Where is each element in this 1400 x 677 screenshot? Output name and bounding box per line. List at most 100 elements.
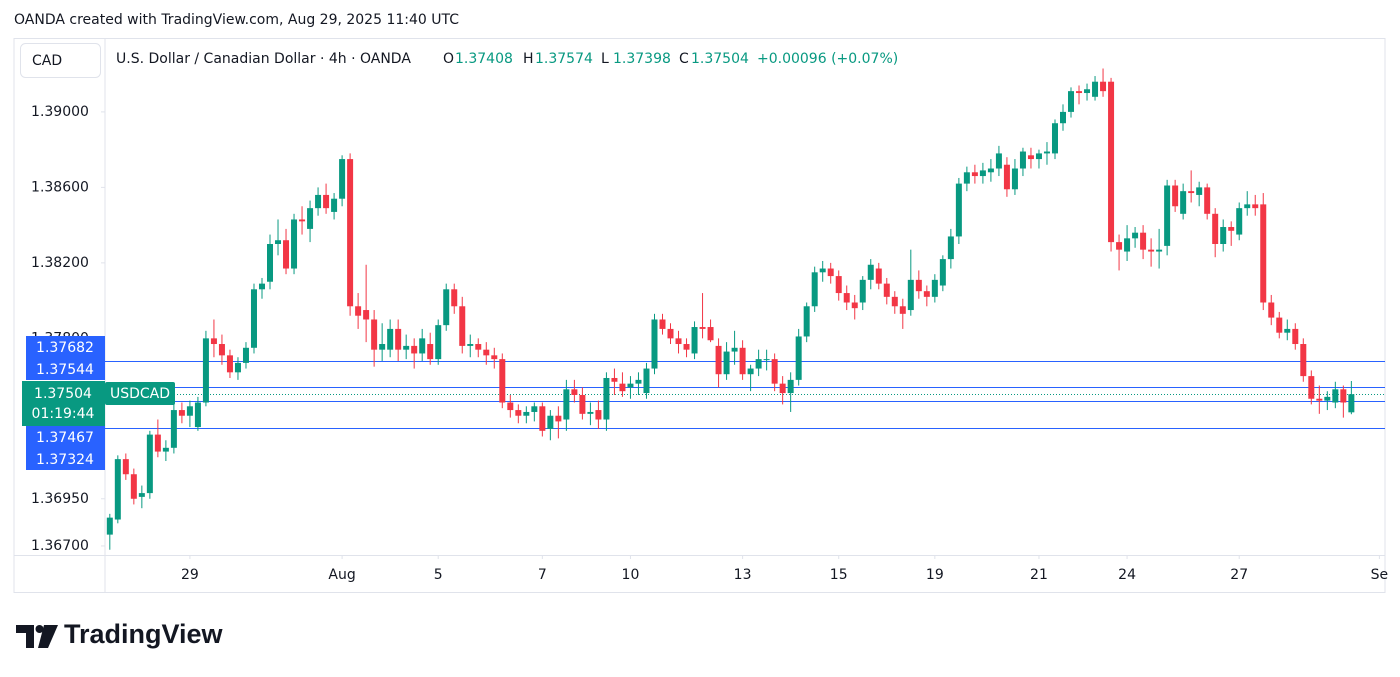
candle-body (1027, 155, 1034, 160)
candle-body (1116, 242, 1123, 250)
candle-body (226, 355, 233, 373)
candle-body (419, 338, 426, 354)
candle-body (1316, 398, 1323, 401)
countdown: 01:19:44 (32, 406, 95, 422)
x-tick-label: 13 (734, 567, 752, 583)
ohlc-value: 1.37398 (613, 51, 671, 67)
price-label: 1.37467 (36, 430, 94, 446)
candle-body (275, 240, 282, 244)
candle-body (707, 327, 714, 341)
candle-body (739, 347, 746, 375)
axes: 1.367001.369501.378001.382001.386001.390… (31, 104, 1388, 583)
candle-body (451, 289, 458, 307)
candle-body (579, 394, 586, 414)
candle-body (947, 236, 954, 260)
logo-shape (38, 625, 58, 648)
candle-body (899, 306, 906, 314)
candle-body (531, 406, 538, 412)
candle-body (771, 359, 778, 384)
candle-body (1124, 238, 1131, 252)
candle-body (499, 359, 506, 403)
candle-body (1084, 89, 1091, 94)
candle-body (411, 345, 418, 354)
chart-frame (13, 38, 1386, 593)
ohlc-value: 1.37504 (691, 51, 749, 67)
price-labels: 1.37682 1.37544 1.37467 1.37324 1.37504 01:19… (22, 336, 175, 470)
candle-body (1019, 151, 1026, 169)
candle-body (811, 272, 818, 307)
candle-body (170, 410, 177, 448)
candle-body (1172, 185, 1179, 207)
candle-body (387, 328, 394, 350)
candle-body (939, 259, 946, 286)
candle-body (291, 219, 298, 269)
currency-button[interactable] (20, 43, 101, 78)
candle-body (1092, 81, 1099, 97)
candle-body (114, 459, 121, 520)
candle-body (202, 338, 209, 403)
candle-body (138, 493, 145, 497)
x-tick-label: 24 (1118, 567, 1136, 583)
candle-body (883, 283, 890, 297)
candle-body (715, 345, 722, 375)
candle-body (1348, 394, 1355, 413)
currency-button-label[interactable]: CAD (32, 53, 62, 69)
candle-body (1252, 204, 1259, 209)
candle-body (827, 268, 834, 277)
candle-body (1068, 91, 1075, 112)
candle-body (1236, 208, 1243, 235)
candle-body (891, 296, 898, 307)
candle-body (1076, 91, 1083, 94)
candle-body (867, 264, 874, 280)
candle-body (443, 289, 450, 326)
price-label-box (26, 336, 105, 358)
y-tick-label: 1.36700 (31, 538, 89, 554)
ohlc-key: C (679, 51, 689, 67)
candle-body (691, 327, 698, 354)
candle-body (395, 328, 402, 350)
candle-body (267, 243, 274, 282)
ohlc-key: L (601, 51, 609, 67)
candle-body (627, 383, 634, 388)
candle-body (955, 183, 962, 237)
x-tick-label: Aug (328, 567, 355, 583)
candle-body (1228, 227, 1235, 231)
logo-shape (16, 625, 34, 648)
brand-logo (16, 625, 58, 648)
candle-body (130, 474, 137, 499)
candle-body (371, 319, 378, 350)
candle-body (250, 289, 257, 348)
candle-body (747, 368, 754, 375)
candle-body (803, 306, 810, 337)
ohlc-value: 1.37574 (535, 51, 593, 67)
candle-body (1340, 389, 1347, 403)
last-price-box (22, 381, 105, 426)
candle-body (242, 347, 249, 363)
last-price-label: 1.37504 (34, 386, 92, 402)
legend-title: U.S. Dollar / Canadian Dollar · 4h · OAN… (116, 51, 411, 67)
logo-shape (35, 625, 44, 633)
symbol-tag-label: USDCAD (110, 386, 170, 402)
candle-body (643, 368, 650, 394)
x-tick-label: 5 (434, 567, 443, 583)
candle-body (435, 325, 442, 360)
x-tick-label: 19 (926, 567, 944, 583)
candle-body (1035, 153, 1042, 160)
candle-body (146, 434, 153, 494)
candle-body (347, 159, 354, 307)
candle-body (515, 410, 522, 416)
candle-body (667, 328, 674, 339)
candle-body (178, 410, 185, 416)
candle-body (571, 389, 578, 395)
candle-body (979, 170, 986, 177)
x-tick-label: 21 (1030, 567, 1048, 583)
candle-body (611, 377, 618, 382)
candle-body (795, 336, 802, 380)
candle-body (619, 383, 626, 392)
candle-body (819, 268, 826, 273)
candle-body (1204, 187, 1211, 214)
candle-body (595, 410, 602, 420)
candle-body (787, 379, 794, 394)
candle-body (299, 219, 306, 222)
candle-body (210, 338, 217, 345)
